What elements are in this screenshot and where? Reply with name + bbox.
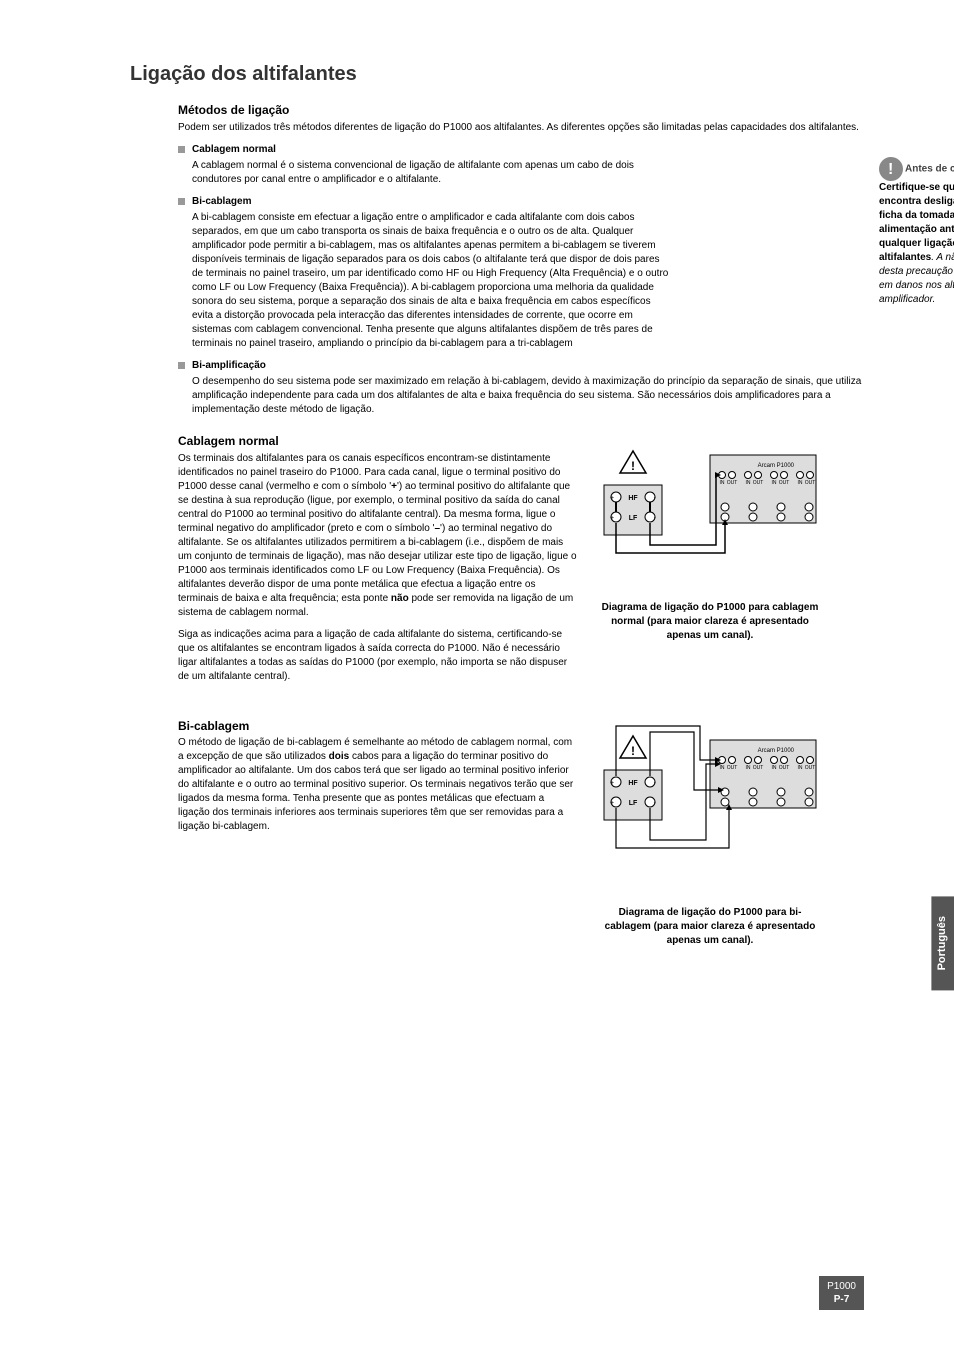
warning-bold-text: Certifique-se que o P1000 se encontra de… [879, 182, 954, 263]
methods-heading: Métodos de ligação [178, 102, 864, 119]
svg-text:IN: IN [720, 480, 725, 486]
warning-title: Antes de começar! [905, 164, 954, 175]
svg-text:OUT: OUT [779, 480, 790, 486]
svg-text:Arcam P1000: Arcam P1000 [758, 748, 795, 754]
svg-text:OUT: OUT [805, 480, 816, 486]
svg-text:IN: IN [798, 480, 803, 486]
page-title: Ligação dos altifalantes [130, 60, 864, 88]
svg-text:IN: IN [798, 765, 803, 771]
warning-box: Antes de começar! Certifique-se que o P1… [879, 157, 954, 307]
method-body: O desempenho do seu sistema pode ser max… [192, 375, 864, 417]
diagram-normal-wiring: Arcam P1000 INOUT INOUT INOUT INOUT [598, 433, 822, 593]
diagram-caption-biwiring: Diagrama de ligação do P1000 para bi-cab… [598, 906, 822, 948]
svg-text:IN: IN [746, 765, 751, 771]
bullet-icon [178, 146, 185, 153]
svg-text:OUT: OUT [753, 765, 764, 771]
method-item-normal: Cablagem normal A cablagem normal é o si… [178, 143, 864, 187]
svg-text:!: ! [631, 459, 635, 473]
language-tab: Português [931, 896, 954, 990]
svg-text:HF: HF [628, 495, 638, 502]
footer-page: P-7 [834, 1294, 850, 1305]
normal-wiring-p1: Os terminais dos altifalantes para os ca… [178, 452, 578, 620]
svg-text:IN: IN [772, 765, 777, 771]
footer-badge: P1000 P-7 [819, 1276, 864, 1310]
footer-model: P1000 [827, 1281, 856, 1292]
method-title: Cablagem normal [192, 143, 864, 157]
svg-text:!: ! [631, 744, 635, 758]
method-item-biamp: Bi-amplificação O desempenho do seu sist… [178, 359, 864, 417]
bi-wiring-p1: O método de ligação de bi-cablagem é sem… [178, 736, 578, 834]
normal-wiring-p2: Siga as indicações acima para a ligação … [178, 628, 578, 684]
method-item-biwiring: Bi-cablagem A bi-cablagem consiste em ef… [178, 195, 864, 351]
svg-text:IN: IN [746, 480, 751, 486]
svg-text:OUT: OUT [727, 765, 738, 771]
svg-text:OUT: OUT [805, 765, 816, 771]
svg-text:IN: IN [720, 765, 725, 771]
svg-text:OUT: OUT [753, 480, 764, 486]
svg-text:+: + [610, 800, 614, 807]
svg-text:+: + [610, 780, 614, 787]
svg-text:IN: IN [772, 480, 777, 486]
normal-wiring-heading: Cablagem normal [178, 433, 578, 450]
method-body: A bi-cablagem consiste em efectuar a lig… [192, 211, 672, 351]
bullet-icon [178, 198, 185, 205]
svg-text:LF: LF [629, 800, 638, 807]
svg-text:OUT: OUT [727, 480, 738, 486]
methods-intro: Podem ser utilizados três métodos difere… [178, 121, 864, 135]
svg-text:LF: LF [629, 515, 638, 522]
method-title: Bi-cablagem [192, 195, 864, 209]
diagram-bi-wiring: Arcam P1000 INOUT INOUT INOUT INOUT [598, 718, 822, 898]
svg-text:+: + [610, 515, 614, 522]
svg-text:Arcam P1000: Arcam P1000 [758, 463, 795, 469]
method-body: A cablagem normal é o sistema convencion… [192, 159, 672, 187]
bi-wiring-heading: Bi-cablagem [178, 718, 578, 735]
bullet-icon [178, 362, 185, 369]
diagram-caption-normal: Diagrama de ligação do P1000 para cablag… [598, 601, 822, 643]
svg-text:+: + [610, 495, 614, 502]
method-title: Bi-amplificação [192, 359, 864, 373]
warning-icon [879, 157, 903, 181]
svg-text:OUT: OUT [779, 765, 790, 771]
svg-text:HF: HF [628, 780, 638, 787]
